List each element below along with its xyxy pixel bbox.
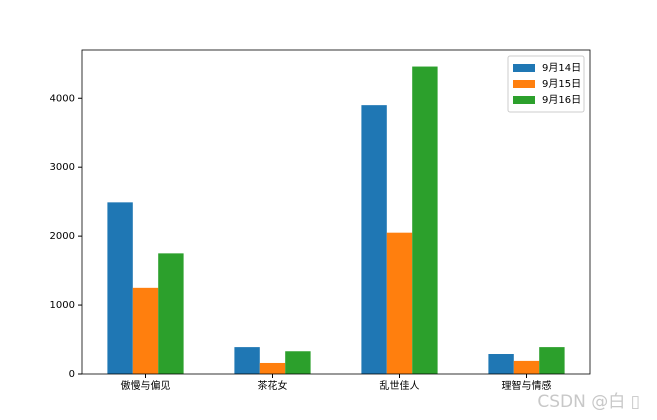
- plot-frame: [81, 49, 591, 375]
- bar: [488, 354, 514, 374]
- y-tick-label: 3000: [50, 162, 75, 173]
- bar: [539, 347, 565, 374]
- y-tick-label: 1000: [50, 300, 75, 311]
- bar: [513, 360, 540, 374]
- x-tick-label: 乱世佳人: [380, 379, 420, 392]
- bar: [107, 202, 133, 374]
- legend-swatch: [513, 64, 535, 72]
- y-tick-label: 4000: [50, 93, 75, 104]
- legend-label: 9月14日: [542, 62, 581, 74]
- bar: [234, 347, 260, 374]
- watermark: CSDN @白 ▯: [537, 392, 640, 412]
- legend-swatch: [513, 80, 535, 88]
- bar: [132, 287, 159, 374]
- bar: [158, 253, 184, 374]
- y-tick-label: 2000: [50, 231, 75, 242]
- bar: [386, 232, 413, 374]
- legend-label: 9月16日: [542, 94, 581, 106]
- bar: [412, 66, 438, 374]
- x-tick-label: 傲慢与偏见: [121, 379, 171, 392]
- x-tick-label: 理智与情感: [502, 379, 552, 392]
- bar: [259, 362, 286, 374]
- x-tick-label: 茶花女: [258, 379, 288, 392]
- y-tick-label: 0: [69, 369, 75, 380]
- legend-label: 9月15日: [542, 78, 581, 90]
- bar: [361, 105, 387, 375]
- bar: [285, 351, 311, 374]
- legend-swatch: [513, 96, 535, 104]
